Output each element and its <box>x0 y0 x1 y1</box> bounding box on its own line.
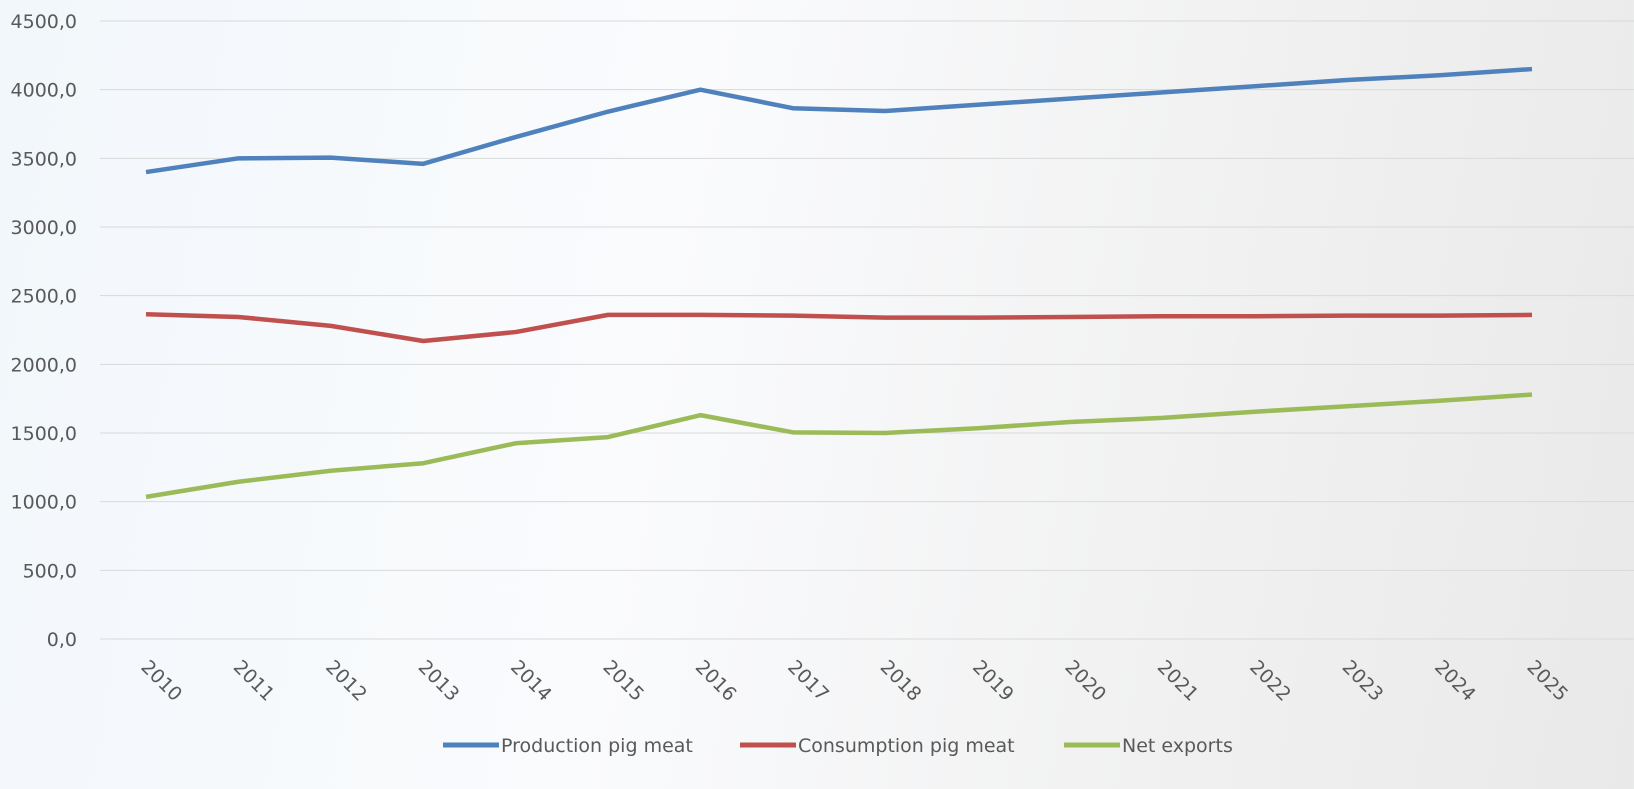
x-tick-label: 2021 <box>1153 656 1203 706</box>
x-tick-label: 2011 <box>229 656 279 706</box>
x-tick-label: 2017 <box>783 656 833 706</box>
y-tick-label: 500,0 <box>23 560 77 582</box>
x-tick-label: 2019 <box>968 656 1018 706</box>
x-tick-label: 2020 <box>1060 656 1110 706</box>
x-tick-label: 2013 <box>414 656 464 706</box>
series-line <box>145 311 1533 344</box>
series-line <box>145 392 1533 500</box>
legend-label: Net exports <box>1122 735 1233 757</box>
y-tick-label: 1500,0 <box>11 423 77 445</box>
x-tick-label: 2025 <box>1522 656 1572 706</box>
x-tick-label: 2010 <box>136 656 186 706</box>
x-tick-label: 2024 <box>1430 656 1480 706</box>
x-tick-label: 2015 <box>598 656 648 706</box>
y-tick-label: 3500,0 <box>11 148 77 170</box>
series-line <box>145 66 1533 175</box>
legend-label: Production pig meat <box>501 735 693 757</box>
x-tick-label: 2023 <box>1338 656 1388 706</box>
legend-label: Consumption pig meat <box>798 735 1015 757</box>
x-tick-label: 2016 <box>691 656 741 706</box>
x-tick-label: 2012 <box>321 656 371 706</box>
y-tick-label: 2500,0 <box>11 286 77 308</box>
y-tick-label: 3000,0 <box>11 217 77 239</box>
y-tick-label: 4500,0 <box>11 11 77 33</box>
x-tick-label: 2022 <box>1245 656 1295 706</box>
x-tick-label: 2014 <box>506 656 556 706</box>
y-tick-label: 0,0 <box>47 629 77 651</box>
y-tick-label: 1000,0 <box>11 492 77 514</box>
y-tick-label: 4000,0 <box>11 80 77 102</box>
x-tick-label: 2018 <box>876 656 926 706</box>
y-tick-label: 2000,0 <box>11 354 77 376</box>
